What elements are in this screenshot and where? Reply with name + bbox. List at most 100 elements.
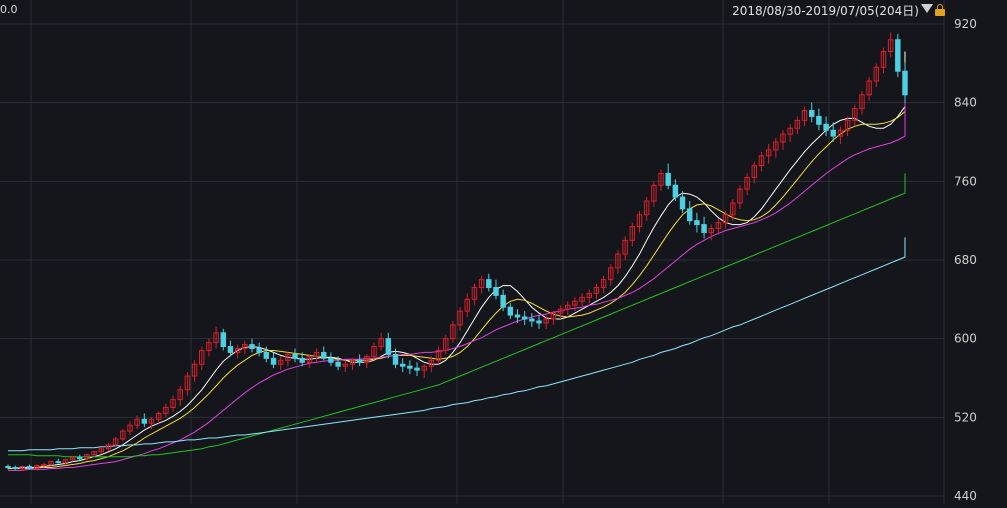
candle-body — [134, 418, 140, 426]
candle — [242, 340, 248, 355]
y-tick-label: 600 — [954, 332, 977, 346]
candle — [306, 354, 313, 369]
candle-body — [414, 367, 420, 371]
candle-body — [572, 300, 578, 306]
candle — [328, 352, 334, 367]
candle — [206, 338, 212, 357]
candle-body — [378, 338, 384, 348]
candle-body — [887, 39, 894, 53]
candle — [84, 453, 90, 461]
candle — [155, 411, 162, 424]
candle — [77, 454, 83, 461]
candle-body — [557, 308, 564, 314]
candle-body — [277, 359, 284, 365]
candle — [457, 307, 463, 331]
candle-body — [127, 424, 133, 432]
candle — [435, 346, 442, 365]
candle-body — [33, 465, 40, 469]
candle-body — [443, 338, 449, 351]
candle — [658, 169, 664, 192]
candle-body — [435, 349, 442, 361]
candle — [866, 77, 872, 101]
candle-body — [751, 165, 758, 178]
candle — [608, 263, 614, 286]
candle-body — [643, 200, 650, 216]
candle-body — [852, 108, 858, 121]
grid — [0, 0, 945, 504]
candle-body — [773, 141, 779, 151]
candle — [557, 305, 564, 319]
candle-body — [335, 361, 341, 367]
candle — [12, 465, 18, 471]
lock-icon[interactable] — [935, 4, 945, 16]
date-range-label[interactable]: 2018/08/30-2019/07/05(204日) — [732, 4, 919, 18]
candle-body — [844, 119, 851, 131]
candle — [852, 104, 858, 127]
candle — [349, 358, 356, 371]
candle-body — [500, 294, 506, 308]
candle — [550, 311, 557, 325]
candle — [895, 33, 901, 78]
candle-body — [84, 454, 90, 460]
candle — [62, 458, 69, 465]
candle-body — [5, 466, 11, 468]
candle-body — [55, 461, 61, 464]
candle — [686, 201, 693, 225]
candle — [629, 222, 636, 247]
moving-average-lines — [8, 51, 906, 471]
candle — [902, 63, 908, 103]
candle — [41, 462, 47, 468]
candle-body — [450, 324, 456, 340]
candle — [514, 309, 521, 323]
candle-body — [808, 110, 815, 117]
candle — [615, 250, 621, 274]
candle — [141, 413, 148, 428]
y-tick-label: 840 — [954, 96, 977, 110]
candle-body — [112, 438, 119, 446]
candle — [127, 421, 133, 436]
candle — [823, 116, 829, 137]
candle-body — [77, 457, 83, 460]
candle-body — [364, 355, 370, 363]
candle — [55, 458, 61, 464]
candle-body — [285, 353, 291, 361]
candle — [780, 130, 786, 150]
ma-line-3 — [8, 173, 906, 458]
candle-body — [780, 133, 786, 143]
candle — [134, 415, 140, 430]
candle — [837, 126, 844, 144]
candle-body — [651, 184, 657, 202]
candle — [880, 47, 887, 74]
ma-line-2 — [8, 100, 906, 471]
candle — [536, 315, 542, 329]
candle-body — [615, 253, 621, 269]
candle-body — [665, 172, 671, 186]
candle-body — [529, 318, 535, 322]
candle — [342, 360, 348, 373]
ma-line-0 — [8, 51, 906, 469]
candle — [773, 138, 779, 158]
candle-body — [385, 338, 392, 355]
candle-body — [816, 115, 822, 125]
candle-body — [12, 466, 18, 469]
candle — [758, 151, 765, 172]
candle — [521, 311, 528, 325]
candle-body — [141, 418, 148, 424]
candle-body — [199, 349, 205, 365]
candle-body — [299, 357, 305, 363]
y-tick-label: 440 — [954, 489, 977, 503]
candle — [887, 32, 894, 58]
candle — [672, 179, 679, 201]
candle — [708, 224, 714, 241]
candle-body — [313, 351, 320, 357]
candle-body — [801, 110, 808, 121]
candle-body — [270, 357, 277, 365]
candle — [285, 352, 291, 367]
candle-body — [593, 287, 600, 294]
candle-body — [392, 353, 399, 365]
candle-body — [328, 357, 334, 363]
dropdown-arrow-icon[interactable] — [921, 4, 933, 13]
candle — [378, 332, 384, 351]
candle-body — [26, 466, 33, 469]
